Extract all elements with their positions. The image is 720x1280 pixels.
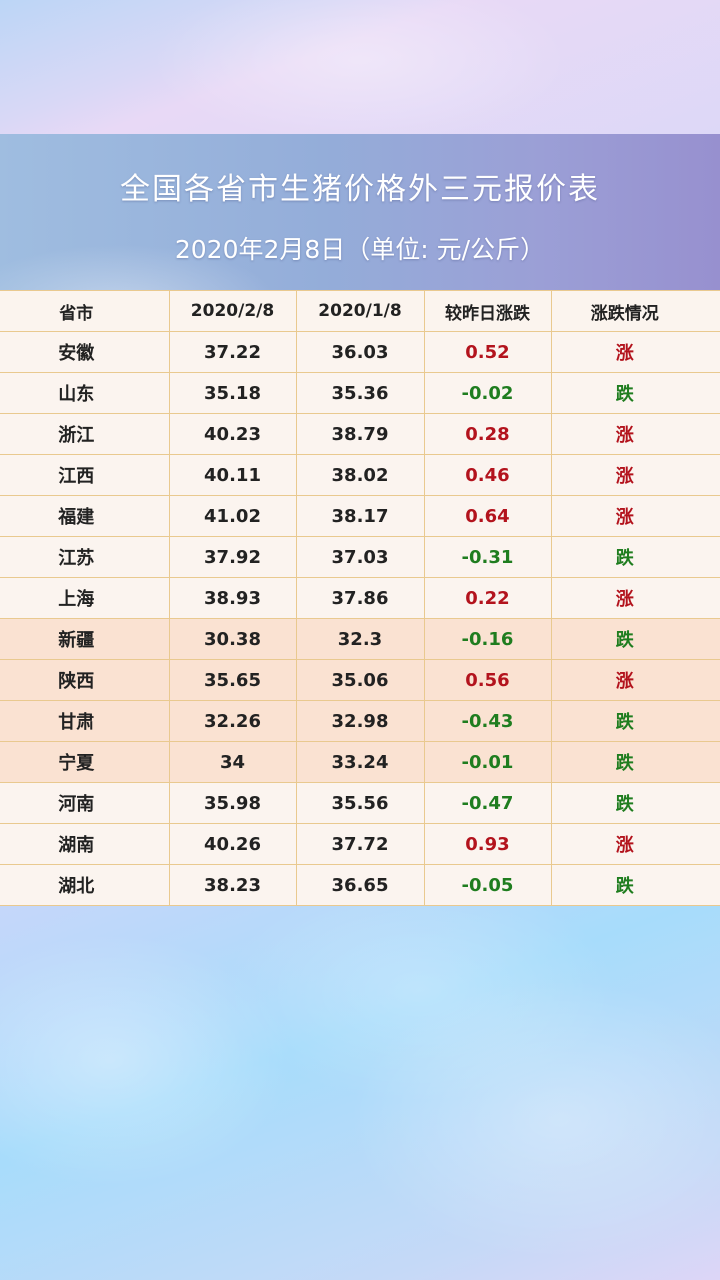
status-cell: 涨 [550,495,720,537]
province-cell: 新疆 [0,618,169,660]
province-cell: 浙江 [0,413,169,455]
price-table-container: 省市 2020/2/8 2020/1/8 较昨日涨跌 涨跌情况 安徽 37.22 3… [0,290,720,906]
price-prev-cell: 36.03 [295,331,424,373]
status-cell: 跌 [550,864,720,906]
price-prev-cell: 37.03 [295,536,424,578]
price-now-cell: 35.18 [168,372,296,414]
change-cell: 0.22 [423,577,551,619]
column-header-change: 较昨日涨跌 [423,290,551,332]
price-prev-cell: 38.79 [295,413,424,455]
price-prev-cell: 35.06 [295,659,424,701]
column-header-price-now: 2020/2/8 [168,290,296,332]
table-row: 陕西 35.65 35.06 0.56 涨 [0,659,720,701]
status-cell: 涨 [550,577,720,619]
status-cell: 跌 [550,700,720,742]
price-prev-cell: 38.17 [295,495,424,537]
change-cell: 0.46 [423,454,551,496]
price-prev-cell: 38.02 [295,454,424,496]
price-prev-cell: 33.24 [295,741,424,783]
table-row: 安徽 37.22 36.03 0.52 涨 [0,331,720,373]
province-cell: 江西 [0,454,169,496]
price-now-cell: 40.23 [168,413,296,455]
table-row: 上海 38.93 37.86 0.22 涨 [0,577,720,619]
province-cell: 江苏 [0,536,169,578]
change-cell: -0.31 [423,536,551,578]
status-cell: 跌 [550,536,720,578]
change-cell: 0.93 [423,823,551,865]
price-prev-cell: 35.36 [295,372,424,414]
table-row: 浙江 40.23 38.79 0.28 涨 [0,413,720,455]
change-cell: 0.56 [423,659,551,701]
province-cell: 福建 [0,495,169,537]
price-now-cell: 40.26 [168,823,296,865]
province-cell: 山东 [0,372,169,414]
change-cell: 0.28 [423,413,551,455]
table-row: 河南 35.98 35.56 -0.47 跌 [0,782,720,824]
price-table: 省市 2020/2/8 2020/1/8 较昨日涨跌 涨跌情况 安徽 37.22 3… [0,290,720,906]
title-banner: 全国各省市生猪价格外三元报价表 2020年2月8日（单位: 元/公斤） [0,134,720,290]
price-prev-cell: 32.3 [295,618,424,660]
province-cell: 安徽 [0,331,169,373]
province-cell: 陕西 [0,659,169,701]
status-cell: 跌 [550,741,720,783]
table-row: 湖北 38.23 36.65 -0.05 跌 [0,864,720,906]
price-now-cell: 38.93 [168,577,296,619]
change-cell: 0.64 [423,495,551,537]
change-cell: -0.01 [423,741,551,783]
price-now-cell: 37.22 [168,331,296,373]
price-prev-cell: 36.65 [295,864,424,906]
change-cell: 0.52 [423,331,551,373]
change-cell: -0.05 [423,864,551,906]
table-body: 安徽 37.22 36.03 0.52 涨山东 35.18 35.36 -0.02 跌浙江 40.… [0,331,720,906]
status-cell: 涨 [550,823,720,865]
status-cell: 跌 [550,372,720,414]
province-cell: 宁夏 [0,741,169,783]
province-cell: 甘肃 [0,700,169,742]
price-prev-cell: 32.98 [295,700,424,742]
price-now-cell: 32.26 [168,700,296,742]
table-row: 新疆 30.38 32.3 -0.16 跌 [0,618,720,660]
province-cell: 湖南 [0,823,169,865]
status-cell: 涨 [550,413,720,455]
status-cell: 跌 [550,782,720,824]
price-prev-cell: 35.56 [295,782,424,824]
table-row: 宁夏 34 33.24 -0.01 跌 [0,741,720,783]
status-cell: 涨 [550,659,720,701]
price-now-cell: 40.11 [168,454,296,496]
table-row: 山东 35.18 35.36 -0.02 跌 [0,372,720,414]
price-now-cell: 35.98 [168,782,296,824]
page-subtitle: 2020年2月8日（单位: 元/公斤） [174,235,546,264]
province-cell: 上海 [0,577,169,619]
price-now-cell: 41.02 [168,495,296,537]
change-cell: -0.16 [423,618,551,660]
change-cell: -0.02 [423,372,551,414]
table-row: 福建 41.02 38.17 0.64 涨 [0,495,720,537]
change-cell: -0.47 [423,782,551,824]
status-cell: 涨 [550,454,720,496]
table-row: 江西 40.11 38.02 0.46 涨 [0,454,720,496]
column-header-province: 省市 [0,290,169,332]
province-cell: 河南 [0,782,169,824]
table-header-row: 省市 2020/2/8 2020/1/8 较昨日涨跌 涨跌情况 [0,290,720,332]
price-now-cell: 34 [168,741,296,783]
table-row: 江苏 37.92 37.03 -0.31 跌 [0,536,720,578]
price-now-cell: 38.23 [168,864,296,906]
price-now-cell: 35.65 [168,659,296,701]
status-cell: 跌 [550,618,720,660]
column-header-status: 涨跌情况 [550,290,720,332]
price-now-cell: 37.92 [168,536,296,578]
page-title: 全国各省市生猪价格外三元报价表 [120,172,600,207]
price-prev-cell: 37.86 [295,577,424,619]
column-header-price-prev: 2020/1/8 [295,290,424,332]
province-cell: 湖北 [0,864,169,906]
price-prev-cell: 37.72 [295,823,424,865]
status-cell: 涨 [550,331,720,373]
change-cell: -0.43 [423,700,551,742]
table-row: 湖南 40.26 37.72 0.93 涨 [0,823,720,865]
price-now-cell: 30.38 [168,618,296,660]
table-row: 甘肃 32.26 32.98 -0.43 跌 [0,700,720,742]
